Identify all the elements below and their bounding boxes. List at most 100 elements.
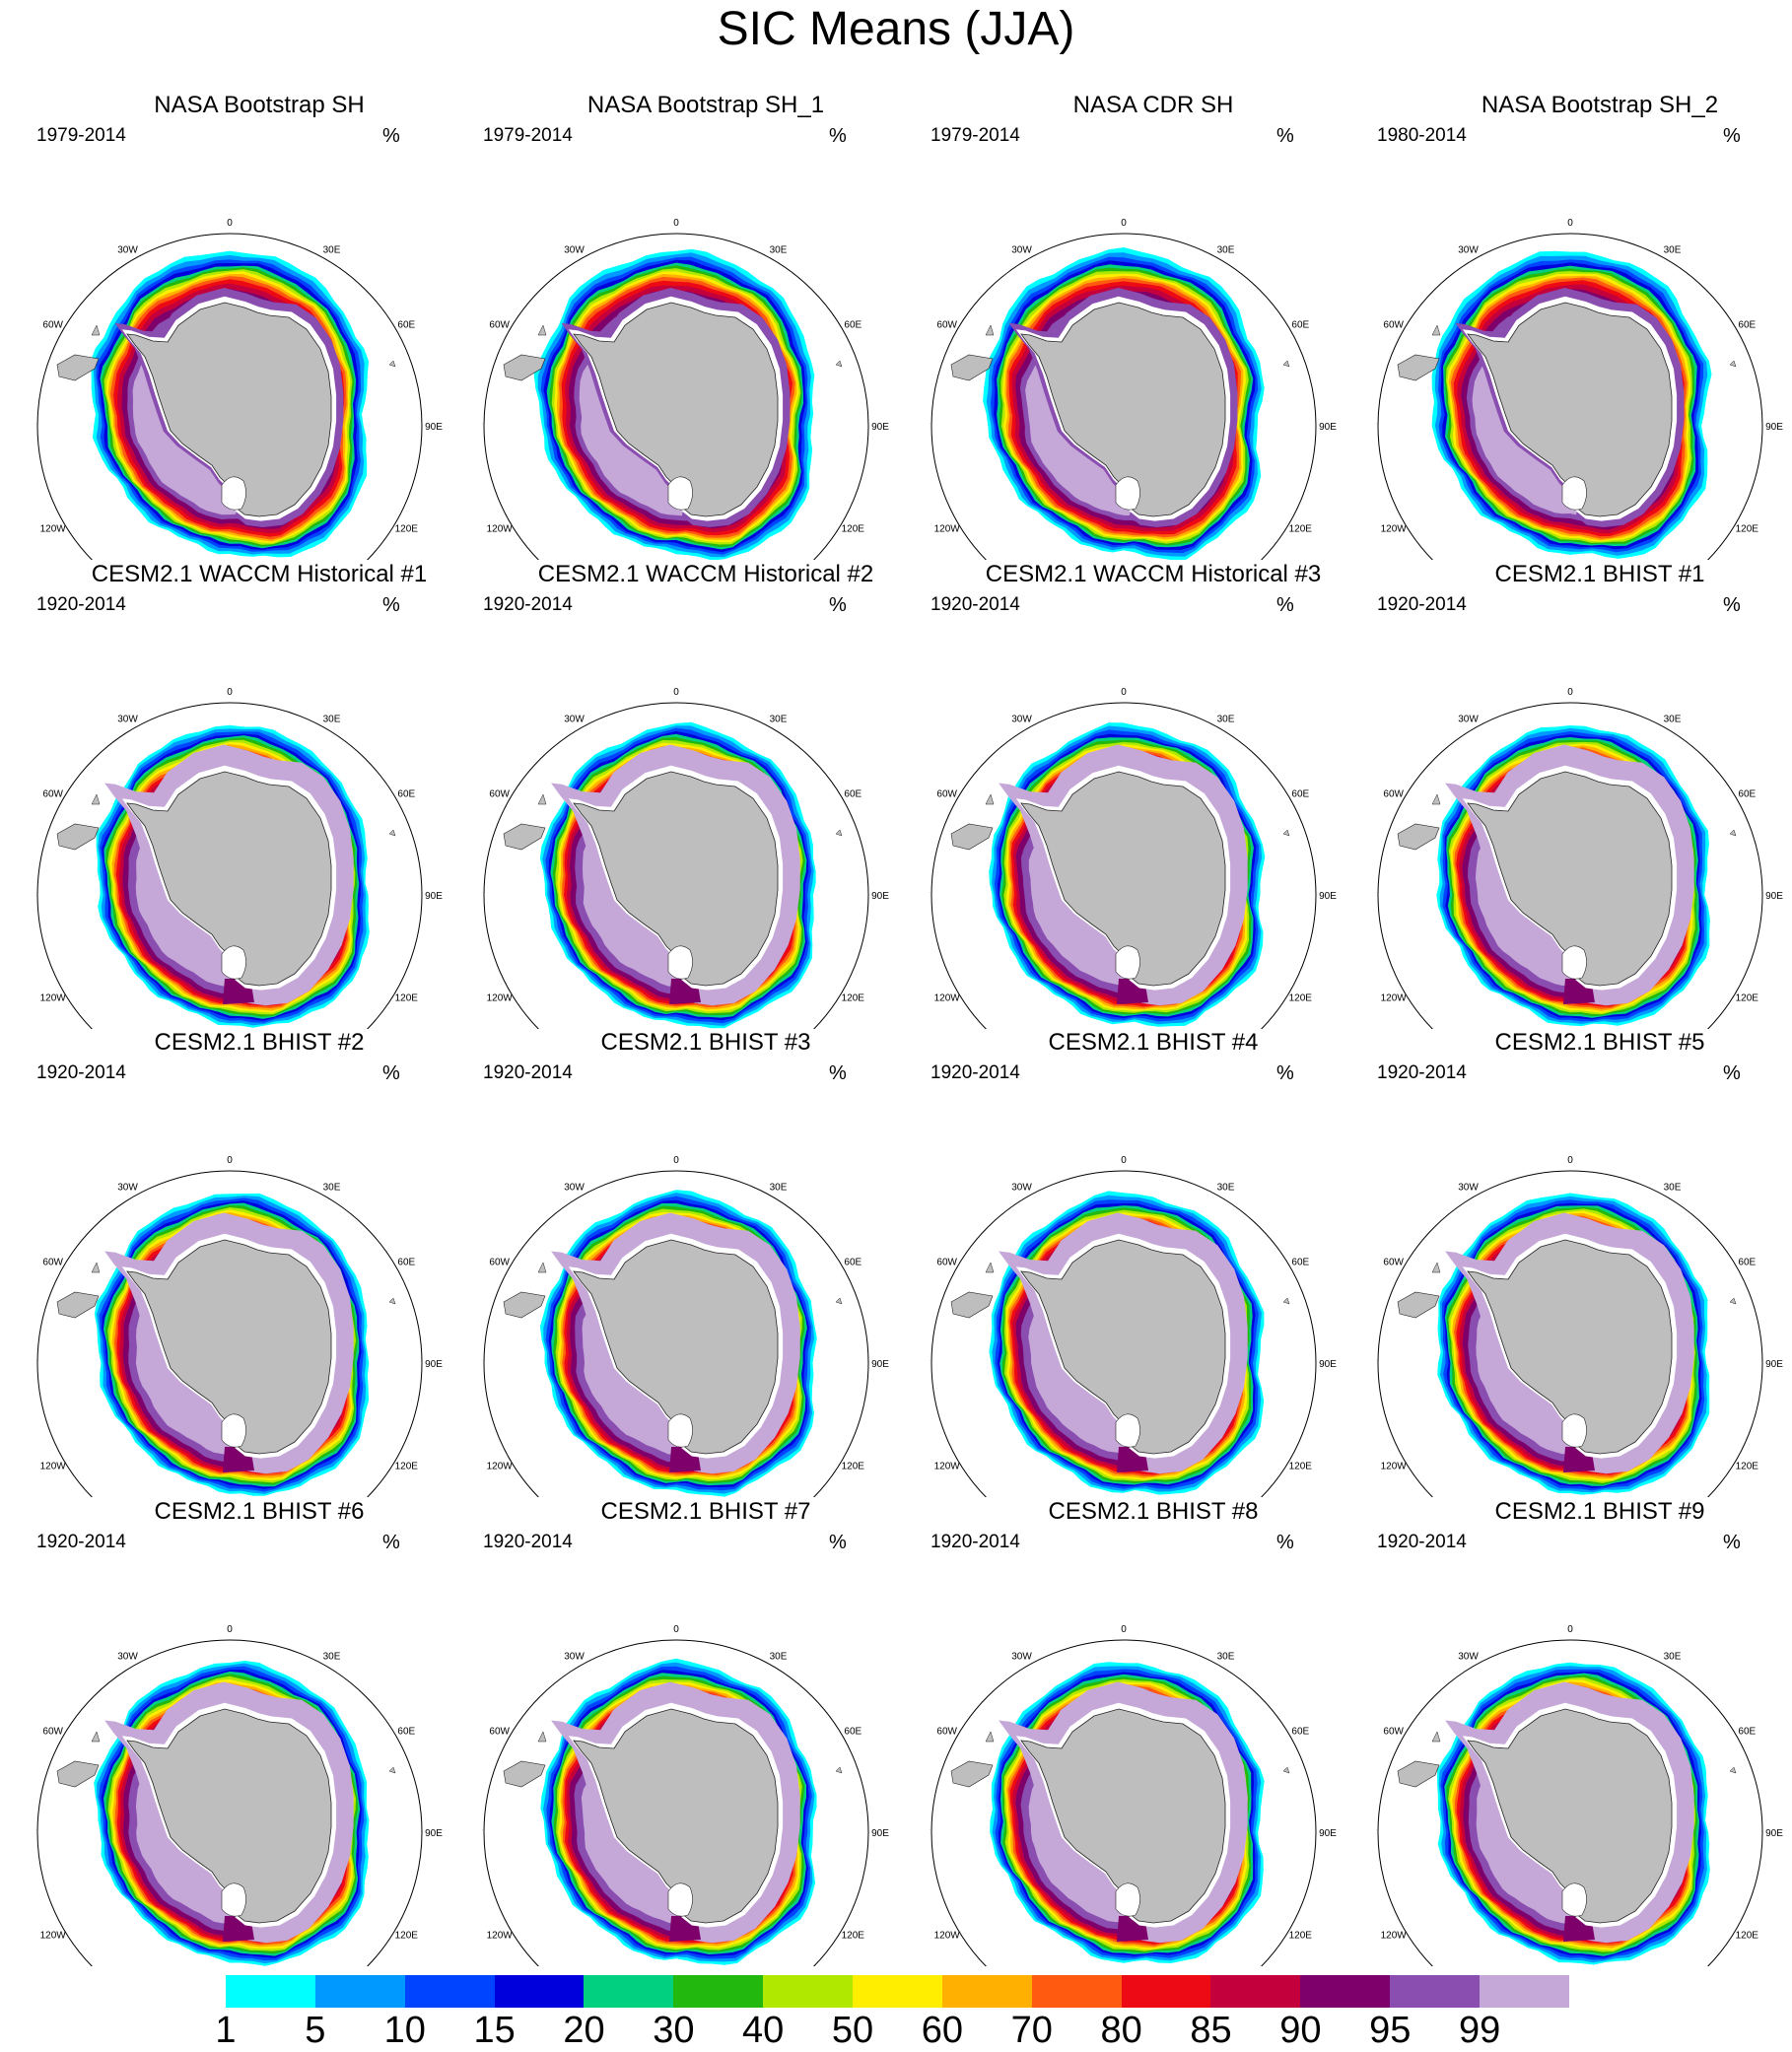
meridian-label: 0 xyxy=(1567,1155,1573,1166)
antarctica-land xyxy=(1020,1239,1226,1455)
meridian-label: 60W xyxy=(42,789,63,800)
meridian-label: 60E xyxy=(844,320,862,331)
meridian-label: 60E xyxy=(844,1258,862,1268)
panel-title: CESM2.1 WACCM Historical #1 xyxy=(91,561,428,587)
polar-map: 030E60E90E120E150E180150W120W90W60W30W xyxy=(930,1155,1337,1497)
south-america-tip xyxy=(56,354,100,381)
south-america-tip xyxy=(950,1760,994,1788)
falkland-islands xyxy=(537,1262,547,1273)
meridian-label: 30W xyxy=(564,715,585,725)
map-panel: CESM2.1 BHIST #5 1920-2014% 0 30E 60E 90E 120E… xyxy=(1376,1028,1792,1497)
colorbar-tick-label: 80 xyxy=(1100,2010,1142,2051)
colorbar-tick-label: 95 xyxy=(1369,2010,1412,2051)
meridian-label: 120W xyxy=(1381,1462,1408,1472)
kerguelen-island xyxy=(388,829,396,837)
panel-title: CESM2.1 BHIST #5 xyxy=(1494,1029,1705,1056)
map-panel: CESM2.1 BHIST #2 1920-2014% 0 30E 60E 90E 120E… xyxy=(35,1028,483,1497)
meridian-label: 30W xyxy=(1458,715,1479,725)
map-panel: CESM2.1 WACCM Historical #2 1920-2014% 0 30… xyxy=(482,560,930,1029)
map-boundary xyxy=(930,702,1317,1029)
polar-map: 030E60E90E120E150E180150W120W90W60W30W xyxy=(1376,1624,1783,1966)
meridian-label: 60E xyxy=(397,1258,415,1268)
ross-ice-shelf xyxy=(1115,476,1140,511)
meridian-label: 120E xyxy=(395,1462,419,1472)
meridian-label: 30W xyxy=(117,245,138,256)
panel-title: CESM2.1 BHIST #2 xyxy=(154,1029,365,1056)
falkland-islands xyxy=(985,1731,995,1743)
meridian-label: 90E xyxy=(425,1359,443,1370)
ross-ice-shelf xyxy=(1561,1413,1587,1448)
kerguelen-island xyxy=(388,1766,396,1774)
meridian-label: 0 xyxy=(1121,1155,1127,1166)
meridian-label: 120E xyxy=(1289,993,1313,1004)
meridian-label: 90E xyxy=(1765,1359,1783,1370)
ross-ice-shelf xyxy=(1561,476,1587,511)
panel-period: 1920-2014 xyxy=(36,1532,126,1552)
antarctica-land xyxy=(1020,771,1226,987)
meridian-label: 120E xyxy=(1289,1462,1313,1472)
meridian-label: 30E xyxy=(1217,715,1235,725)
antarctica-land xyxy=(126,1708,332,1924)
meridian-label: 30W xyxy=(1011,1652,1032,1663)
meridian-label: 60W xyxy=(42,320,63,331)
ross-ice-shelf xyxy=(221,1413,246,1448)
south-america-tip xyxy=(503,1291,546,1319)
meridian-label: 120E xyxy=(842,993,865,1004)
colorbar-tick-label: 10 xyxy=(383,2010,426,2051)
panel-title: CESM2.1 BHIST #6 xyxy=(154,1498,365,1525)
meridian-label: 120W xyxy=(1381,1931,1408,1942)
meridian-label: 90E xyxy=(1319,422,1337,433)
meridian-label: 30W xyxy=(1011,715,1032,725)
meridian-label: 60E xyxy=(844,789,862,800)
colorbar-cell xyxy=(1300,1975,1391,2008)
meridian-label: 120E xyxy=(1736,1931,1759,1942)
panel-period: 1920-2014 xyxy=(483,1532,573,1552)
meridian-label: 60W xyxy=(936,1727,957,1738)
map-panel: CESM2.1 BHIST #9 1920-2014% 0 30E 60E 90E 120E… xyxy=(1376,1497,1792,1966)
meridian-label: 30E xyxy=(1217,245,1235,256)
meridian-label: 0 xyxy=(1121,1624,1127,1635)
panel-period: 1920-2014 xyxy=(930,1532,1020,1552)
polar-map: 030E60E90E120E150E180150W120W90W60W30W xyxy=(482,687,889,1029)
meridian-label: 60W xyxy=(1383,1727,1404,1738)
polar-map: 030E60E90E120E150E180150W120W90W60W30W xyxy=(482,218,889,560)
antarctica-land xyxy=(126,771,332,987)
figure-title: SIC Means (JJA) xyxy=(717,3,1075,55)
panel-units: % xyxy=(829,1532,847,1553)
meridian-label: 30W xyxy=(564,1652,585,1663)
south-america-tip xyxy=(950,1291,994,1319)
polar-map: 030E60E90E120E150E180150W120W90W60W30W xyxy=(35,218,443,560)
meridian-label: 30W xyxy=(564,245,585,256)
meridian-label: 120E xyxy=(395,524,419,535)
map-panel: NASA CDR SH1979-2014%030E60E90E120E150E1… xyxy=(930,91,1377,560)
colorbar-cell xyxy=(941,1975,1032,2008)
colorbar-tick-label: 5 xyxy=(305,2010,326,2051)
colorbar-cell xyxy=(673,1975,764,2008)
meridian-label: 90E xyxy=(1319,1359,1337,1370)
south-america-tip xyxy=(1397,1760,1440,1788)
map-boundary xyxy=(36,702,423,1029)
falkland-islands xyxy=(985,793,995,805)
kerguelen-island xyxy=(388,1297,396,1305)
meridian-label: 90E xyxy=(425,891,443,902)
kerguelen-island xyxy=(1729,829,1737,837)
meridian-label: 0 xyxy=(227,1155,233,1166)
meridian-label: 90E xyxy=(871,891,889,902)
meridian-label: 30E xyxy=(323,245,341,256)
polar-map: 030E60E90E120E150E180150W120W90W60W30W xyxy=(35,687,443,1029)
polar-map: 030E60E90E120E150E180150W120W90W60W30W xyxy=(1376,687,1783,1029)
meridian-label: 0 xyxy=(1567,687,1573,698)
panel-title: CESM2.1 BHIST #7 xyxy=(600,1498,811,1525)
ross-ice-shelf xyxy=(667,945,693,980)
falkland-islands xyxy=(985,1262,995,1273)
meridian-label: 0 xyxy=(1121,218,1127,229)
meridian-label: 60W xyxy=(1383,1258,1404,1268)
meridian-label: 30E xyxy=(1664,245,1682,256)
meridian-label: 30E xyxy=(1217,1183,1235,1194)
map-panel: NASA Bootstrap SH_1 1979-2014% 0 30E 60E 90E 1… xyxy=(482,91,930,560)
panel-period: 1920-2014 xyxy=(483,1062,573,1083)
map-boundary xyxy=(1377,1639,1763,1966)
meridian-label: 120E xyxy=(395,993,419,1004)
meridian-label: 30W xyxy=(1011,245,1032,256)
meridian-label: 60E xyxy=(397,1727,415,1738)
